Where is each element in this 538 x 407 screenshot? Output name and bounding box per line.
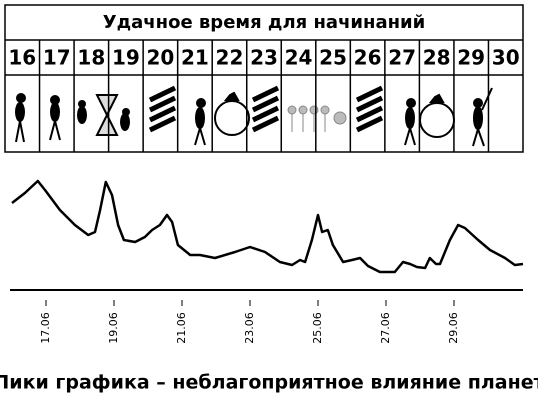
- x-tick-label: 25.06: [311, 312, 324, 344]
- x-tick-label: 19.06: [107, 312, 120, 344]
- day-label: 23: [250, 46, 278, 70]
- bag-icon: [419, 93, 455, 138]
- table-title: Удачное время для начинаний: [103, 12, 426, 33]
- stripes-icon: [148, 85, 177, 133]
- bag-icon: [214, 91, 250, 136]
- day-label: 21: [181, 46, 209, 70]
- day-label: 18: [77, 46, 105, 70]
- data-line: [11, 179, 524, 274]
- group-icon: [287, 105, 347, 132]
- x-tick-label: 23.06: [243, 312, 256, 344]
- limbs: [15, 87, 493, 147]
- day-label: 29: [457, 46, 485, 70]
- chart-caption: Пики графика – неблагоприятное влияние п…: [0, 372, 538, 394]
- day-label: 28: [423, 46, 451, 70]
- stripes-icon: [355, 85, 384, 133]
- day-label: 19: [112, 46, 140, 70]
- table-frame: [4, 4, 524, 153]
- day-label: 30: [492, 46, 520, 70]
- x-tick-label: 21.06: [175, 312, 188, 344]
- day-label: 25: [319, 46, 347, 70]
- x-tick-label: 17.06: [39, 312, 52, 344]
- x-tick-label: 27.06: [379, 312, 392, 344]
- day-label: 20: [146, 46, 174, 70]
- figure-icon: [15, 93, 483, 131]
- day-label: 24: [285, 46, 313, 70]
- icons: [15, 85, 493, 147]
- hourglass-icon: [95, 94, 119, 136]
- day-label: 26: [354, 46, 382, 70]
- day-label: 16: [8, 46, 36, 70]
- day-label: 17: [43, 46, 71, 70]
- day-label: 27: [388, 46, 416, 70]
- day-label: 22: [216, 46, 244, 70]
- stripes-icon: [251, 85, 280, 133]
- x-tick-label: 29.06: [447, 312, 460, 344]
